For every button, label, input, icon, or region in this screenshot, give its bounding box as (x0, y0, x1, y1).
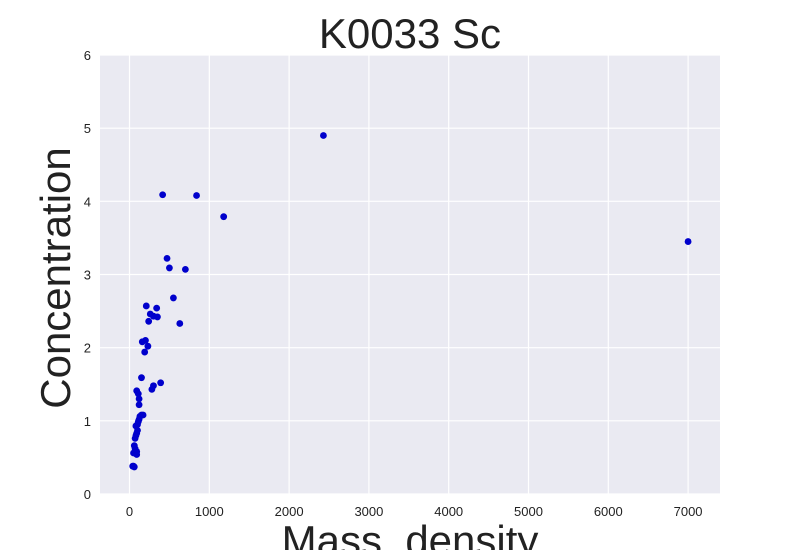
data-point (130, 449, 137, 457)
data-point (130, 462, 137, 470)
data-point (320, 132, 327, 139)
x-tick-label: 2000 (275, 504, 304, 519)
y-axis-title: Concentration (32, 147, 79, 409)
data-point (131, 434, 139, 442)
y-tick-label: 2 (84, 341, 91, 356)
x-tick-labels: 0 1000 2000 3000 4000 5000 6000 7000 (126, 504, 703, 519)
y-tick-label: 3 (84, 268, 91, 283)
y-tick-label: 0 (84, 487, 91, 502)
data-point (142, 336, 149, 344)
y-tick-label: 1 (84, 414, 91, 429)
x-tick-label: 3000 (354, 504, 383, 519)
x-axis-title: Mass_density (282, 517, 539, 550)
data-point (141, 348, 149, 356)
data-point (684, 238, 692, 245)
x-tick-label: 4000 (434, 504, 463, 519)
data-point (176, 320, 184, 327)
y-tick-label: 5 (84, 121, 91, 136)
data-point (193, 192, 200, 199)
data-point (135, 401, 143, 409)
data-point (166, 264, 173, 272)
data-point (159, 191, 167, 199)
data-point (142, 302, 150, 310)
x-tick-label: 1000 (195, 504, 224, 519)
x-tick-label: 0 (126, 504, 133, 519)
data-point (181, 265, 189, 273)
y-tick-label: 6 (84, 48, 91, 63)
x-tick-label: 7000 (674, 504, 703, 519)
data-point (157, 379, 165, 387)
data-point (170, 294, 177, 302)
chart-title: K0033 Sc (319, 10, 501, 57)
data-point (134, 390, 142, 398)
data-point (154, 313, 161, 321)
data-point (138, 374, 145, 382)
grid-lines (100, 54, 720, 495)
x-tick-label: 6000 (594, 504, 623, 519)
data-point (153, 304, 161, 312)
x-tick-label: 5000 (514, 504, 543, 519)
data-point (144, 342, 152, 350)
data-point (145, 317, 153, 325)
data-points (129, 132, 692, 471)
data-point (148, 385, 156, 393)
y-tick-labels: 0 1 2 3 4 5 6 (84, 48, 91, 502)
y-tick-label: 4 (84, 194, 91, 209)
data-point (163, 255, 171, 262)
data-point (135, 395, 143, 403)
data-point (220, 213, 228, 221)
